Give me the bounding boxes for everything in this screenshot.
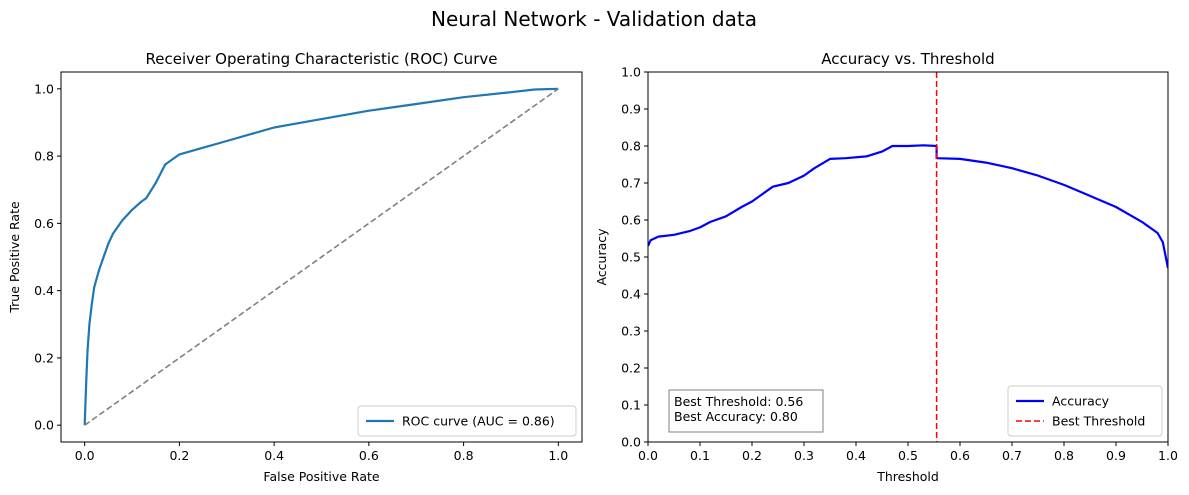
diagonal-reference-line <box>84 88 559 426</box>
y-tick-label: 0.7 <box>621 176 641 191</box>
y-tick-label: 0.4 <box>621 287 641 302</box>
annotation-text: Best Threshold: 0.56 <box>674 394 803 409</box>
x-tick-label: 0.0 <box>638 448 658 463</box>
chart-title: Accuracy vs. Threshold <box>821 50 994 68</box>
legend-box <box>357 405 577 437</box>
y-tick-label: 0.1 <box>621 398 641 413</box>
annotation-box <box>668 389 824 433</box>
y-tick-label: 0.2 <box>34 350 54 365</box>
legend-label: ROC curve (AUC = 0.86) <box>402 414 555 429</box>
x-tick-label: 0.9 <box>1106 448 1126 463</box>
legend: ROC curve (AUC = 0.86) <box>357 405 577 437</box>
x-axis-label: False Positive Rate <box>263 469 379 484</box>
figure-suptitle: Neural Network - Validation data <box>431 7 757 31</box>
x-tick-label: 0.8 <box>1054 448 1074 463</box>
plot-area <box>648 72 1168 442</box>
plot-frame <box>647 71 1169 443</box>
legend-label: Best Threshold <box>1052 414 1145 429</box>
y-tick-label: 0.0 <box>621 435 641 450</box>
y-tick-label: 1.0 <box>621 65 641 80</box>
annotation-text: Best Accuracy: 0.80 <box>674 409 798 424</box>
y-tick-label: 0.2 <box>621 361 641 376</box>
x-axis-label: Threshold <box>876 469 939 484</box>
chart-title: Receiver Operating Characteristic (ROC) … <box>146 50 498 68</box>
x-tick-label: 0.6 <box>359 448 379 463</box>
accuracy-line <box>648 144 1168 269</box>
accuracy-threshold-chart: Accuracy vs. Threshold 0.0 0.1 0.2 0.3 0.4 0.5… <box>594 50 1178 484</box>
y-tick-label: 0.8 <box>34 149 54 164</box>
x-tick-label: 1.0 <box>548 448 568 463</box>
y-axis-label: Accuracy <box>594 228 609 286</box>
x-tick-label: 0.4 <box>846 448 866 463</box>
legend: Accuracy Best Threshold <box>1007 385 1163 437</box>
plot-frame <box>60 71 583 443</box>
x-tick-label: 0.2 <box>169 448 189 463</box>
y-tick-label: 0.6 <box>34 216 54 231</box>
x-tick-label: 0.2 <box>742 448 762 463</box>
x-tick-label: 0.4 <box>264 448 284 463</box>
y-axis-label: True Positive Rate <box>7 201 22 314</box>
y-tick-label: 0.9 <box>621 102 641 117</box>
roc-chart: Receiver Operating Characteristic (ROC) … <box>7 50 583 484</box>
y-tick-label: 0.3 <box>621 324 641 339</box>
legend-label: Accuracy <box>1052 394 1110 409</box>
y-tick-label: 1.0 <box>34 81 54 96</box>
plot-area <box>83 87 559 426</box>
x-tick-label: 1.0 <box>1158 448 1178 463</box>
y-tick-label: 0.8 <box>621 139 641 154</box>
y-tick-label: 0.4 <box>34 283 54 298</box>
y-tick-label: 0.5 <box>621 250 641 265</box>
y-tick-label: 0.0 <box>34 418 54 433</box>
x-tick-label: 0.7 <box>1002 448 1022 463</box>
x-tick-label: 0.3 <box>794 448 814 463</box>
x-tick-label: 0.1 <box>690 448 710 463</box>
x-tick-label: 0.6 <box>950 448 970 463</box>
legend-box <box>1007 385 1163 437</box>
roc-curve-line <box>83 87 559 426</box>
x-tick-label: 0.5 <box>898 448 918 463</box>
x-tick-label: 0.0 <box>75 448 95 463</box>
y-tick-label: 0.6 <box>621 213 641 228</box>
x-tick-label: 0.8 <box>454 448 474 463</box>
